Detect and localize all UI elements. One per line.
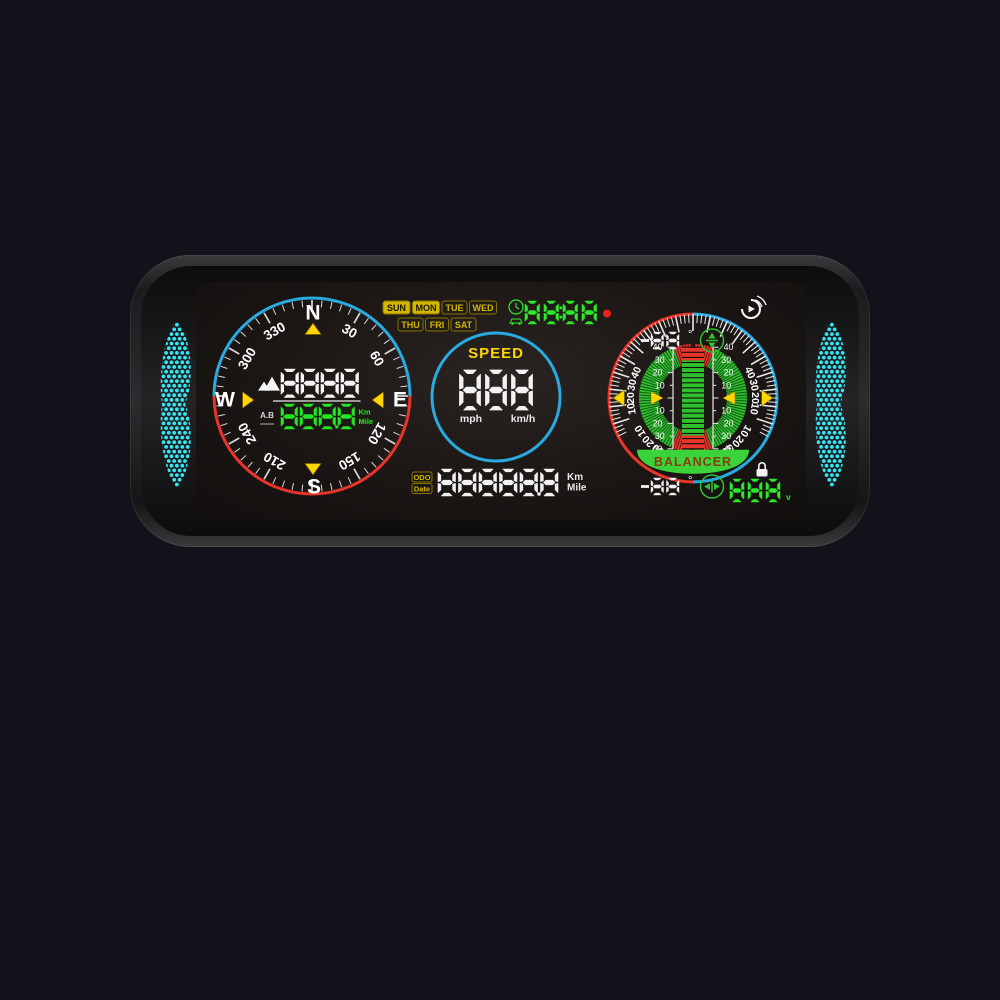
- svg-text:SUN: SUN: [387, 303, 406, 313]
- svg-text:150: 150: [336, 449, 363, 473]
- svg-text:E: E: [393, 389, 407, 412]
- svg-text:10: 10: [655, 406, 665, 416]
- svg-text:30: 30: [655, 431, 665, 441]
- svg-text:°: °: [688, 329, 692, 341]
- svg-text:v: v: [786, 492, 791, 502]
- svg-text:SAT: SAT: [455, 320, 473, 330]
- svg-text:40: 40: [629, 365, 645, 381]
- svg-text:Mile: Mile: [359, 417, 374, 426]
- svg-text:20: 20: [653, 418, 663, 428]
- svg-text:30: 30: [747, 378, 761, 392]
- svg-text:km/h: km/h: [511, 413, 536, 425]
- svg-text:Km: Km: [567, 472, 583, 483]
- svg-text:210: 210: [261, 449, 288, 473]
- svg-text:WED: WED: [473, 303, 494, 313]
- svg-text:W: W: [215, 389, 235, 412]
- svg-text:20: 20: [724, 418, 734, 428]
- svg-text:FRI: FRI: [430, 320, 445, 330]
- svg-text:30: 30: [655, 355, 665, 365]
- svg-text:20: 20: [625, 392, 637, 404]
- svg-text:20: 20: [724, 368, 734, 378]
- svg-text:60: 60: [367, 348, 388, 369]
- svg-text:MON: MON: [416, 303, 437, 313]
- svg-text:10: 10: [721, 406, 731, 416]
- svg-text:mph: mph: [460, 413, 482, 425]
- svg-text:SPEED: SPEED: [468, 345, 524, 362]
- svg-text:300: 300: [235, 345, 259, 372]
- svg-text:10: 10: [747, 402, 761, 416]
- svg-text:20: 20: [653, 368, 663, 378]
- svg-text:30: 30: [721, 355, 731, 365]
- svg-text:ODO: ODO: [413, 473, 430, 482]
- svg-text:°: °: [688, 475, 692, 487]
- svg-text:40: 40: [724, 342, 734, 352]
- svg-text:10: 10: [721, 380, 731, 390]
- svg-text:BALANCER: BALANCER: [654, 455, 732, 469]
- svg-text:N: N: [305, 302, 320, 325]
- svg-text:10: 10: [655, 380, 665, 390]
- svg-text:30: 30: [339, 321, 360, 342]
- svg-text:Mile: Mile: [567, 483, 587, 494]
- svg-text:330: 330: [261, 319, 288, 343]
- svg-text:TUE: TUE: [446, 303, 464, 313]
- svg-text:Km: Km: [359, 408, 371, 417]
- svg-text:A.B: A.B: [260, 411, 274, 420]
- svg-text:S: S: [307, 476, 321, 499]
- svg-text:240: 240: [235, 420, 259, 447]
- svg-text:Date: Date: [414, 485, 430, 494]
- svg-text:THU: THU: [401, 320, 420, 330]
- svg-text:30: 30: [721, 431, 731, 441]
